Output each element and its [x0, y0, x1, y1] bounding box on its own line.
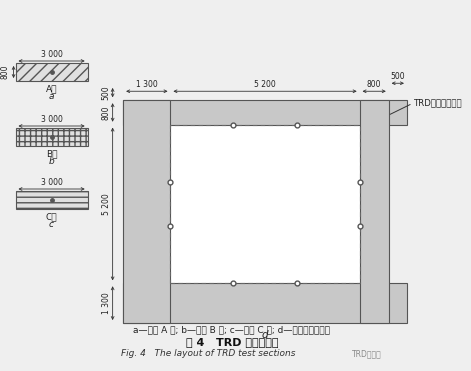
Text: TRD工法网: TRD工法网 — [352, 349, 382, 358]
Text: a: a — [49, 92, 54, 101]
Text: 500: 500 — [102, 85, 111, 100]
Text: a—试验 A 段; b—试验 B 段; c—试验 C 段; d—闭合环试验段。: a—试验 A 段; b—试验 B 段; c—试验 C 段; d—闭合环试验段。 — [133, 325, 330, 335]
Text: TRD水泥土搅拌墙: TRD水泥土搅拌墙 — [414, 99, 462, 108]
Text: 800: 800 — [102, 105, 111, 120]
Text: 3 000: 3 000 — [41, 115, 63, 124]
Text: 3 000: 3 000 — [41, 50, 63, 59]
Text: 图 4   TRD 试验段布置: 图 4 TRD 试验段布置 — [186, 337, 278, 347]
Text: A段: A段 — [46, 84, 57, 93]
Bar — [123, 100, 407, 125]
Text: d: d — [262, 330, 268, 340]
Text: 800: 800 — [1, 65, 10, 79]
Text: C段: C段 — [46, 212, 57, 221]
Bar — [16, 128, 88, 146]
Text: c: c — [49, 220, 54, 229]
Text: B段: B段 — [46, 149, 57, 158]
Bar — [123, 100, 171, 323]
Bar — [123, 283, 407, 323]
Text: 1 300: 1 300 — [102, 292, 111, 314]
Text: 5 200: 5 200 — [102, 193, 111, 215]
Text: 500: 500 — [390, 72, 405, 81]
Text: 800: 800 — [367, 80, 382, 89]
Bar — [171, 125, 359, 283]
Bar — [16, 191, 88, 209]
Text: 1 300: 1 300 — [136, 80, 158, 89]
Bar — [359, 100, 389, 323]
Text: 3 000: 3 000 — [41, 178, 63, 187]
Text: Fig. 4   The layout of TRD test sections: Fig. 4 The layout of TRD test sections — [121, 349, 295, 358]
Text: 5 200: 5 200 — [254, 80, 276, 89]
Bar — [16, 63, 88, 81]
Text: b: b — [49, 157, 55, 166]
